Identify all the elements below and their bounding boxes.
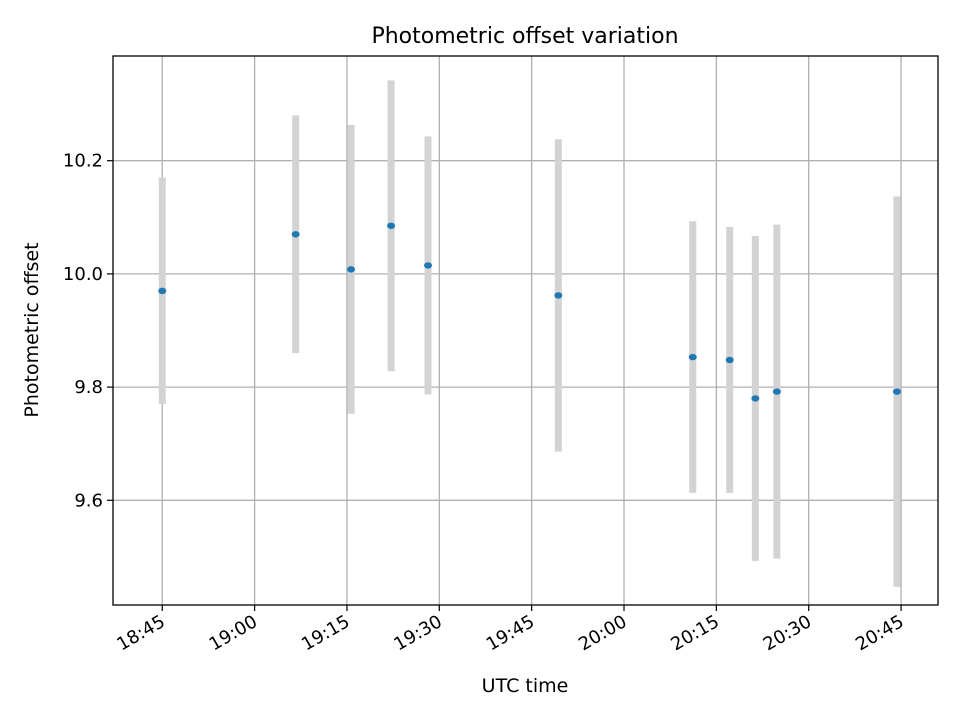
x-tick-label: 19:15 — [298, 611, 353, 655]
x-tick-label: 20:30 — [760, 611, 815, 655]
x-tick-label: 20:00 — [575, 611, 630, 655]
error-bars — [158, 80, 901, 587]
data-point — [158, 287, 167, 295]
plot-frame — [112, 55, 939, 606]
y-axis-label: Photometric offset — [21, 242, 43, 417]
y-tick-label: 10.0 — [63, 264, 103, 285]
x-tick-label: 20:15 — [667, 611, 722, 655]
data-point — [424, 262, 433, 269]
x-tick-label: 19:00 — [206, 611, 261, 655]
x-axis-label: UTC time — [482, 675, 569, 697]
x-tick-label: 19:30 — [390, 611, 445, 655]
data-point — [291, 231, 300, 238]
data-point — [387, 222, 396, 229]
chart-title: Photometric offset variation — [371, 24, 678, 49]
y-tick-label: 9.6 — [74, 490, 103, 511]
x-tick-label: 18:45 — [113, 611, 168, 655]
data-point — [554, 292, 563, 299]
data-point — [347, 266, 356, 273]
data-point — [772, 388, 781, 395]
data-point — [892, 388, 901, 395]
grid — [113, 56, 938, 605]
data-points — [158, 222, 901, 402]
data-point — [751, 395, 760, 402]
y-tick-label: 9.8 — [74, 377, 103, 398]
axis-ticks: 18:45 19:00 19:15 19:30 19:45 20:00 20:15 20:30… — [63, 151, 908, 656]
x-tick-label: 19:45 — [483, 611, 538, 655]
data-point — [688, 353, 697, 361]
x-tick-label: 20:45 — [852, 611, 907, 655]
y-tick-label: 10.2 — [63, 151, 103, 172]
data-point — [725, 356, 734, 364]
